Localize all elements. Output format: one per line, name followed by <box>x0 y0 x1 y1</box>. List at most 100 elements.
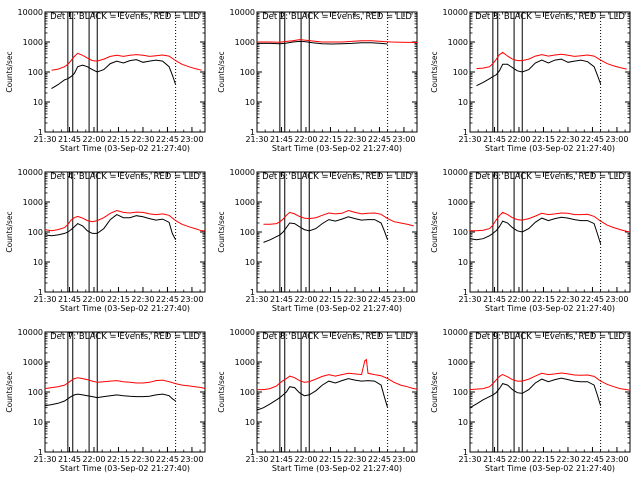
x-tick-label: 22:00 <box>294 135 317 144</box>
y-tick-label: 10 <box>458 258 468 267</box>
x-axis-label: Start Time (03-Sep-02 21:27:40) <box>485 304 615 313</box>
panel-det-8: Det 8: BLACK = Events, RED = LLD 1 10 100 10… <box>217 328 418 473</box>
series-line-lld <box>44 209 205 232</box>
plot-frame <box>44 11 206 133</box>
x-tick-label: 23:00 <box>605 135 628 144</box>
series-line-lld <box>257 39 418 43</box>
y-axis-label: Counts/sec <box>5 371 14 412</box>
x-axis-label: Start Time (03-Sep-02 21:27:40) <box>60 144 190 153</box>
x-tick-label: 21:45 <box>483 135 506 144</box>
panel-det-4: Det 4: BLACK = Events, RED = LLD 1 10 100 10… <box>5 168 206 313</box>
y-tick-label: 10 <box>33 258 43 267</box>
x-tick-label: 22:30 <box>131 295 154 304</box>
x-tick-label: 22:45 <box>581 455 604 464</box>
x-tick-label: 21:30 <box>33 135 56 144</box>
y-tick-label: 10000 <box>18 168 43 177</box>
series-line-lld <box>469 372 631 391</box>
y-axis-label: Counts/sec <box>217 371 226 412</box>
x-tick-label: 21:30 <box>458 455 481 464</box>
y-axis-label: Counts/sec <box>430 211 439 252</box>
chart-title: Det 2: BLACK = Events, RED = LLD <box>262 12 412 22</box>
y-tick-label: 1000 <box>235 198 255 207</box>
y-tick-label: 1 <box>38 128 43 137</box>
x-tick-label: 22:00 <box>507 455 530 464</box>
x-tick-label: 22:30 <box>556 295 579 304</box>
plot-frame <box>256 331 418 453</box>
x-tick-label: 21:30 <box>245 455 268 464</box>
chart-title: Det 6: BLACK = Events, RED = LLD <box>475 172 625 182</box>
series-line-events <box>256 378 389 411</box>
x-tick-label: 21:45 <box>58 135 81 144</box>
plot-frame <box>256 11 418 133</box>
chart-title: Det 5: BLACK = Events, RED = LLD <box>262 172 412 182</box>
y-tick-label: 100 <box>240 228 255 237</box>
y-tick-label: 10000 <box>443 8 468 17</box>
series-line-events <box>44 393 176 407</box>
y-tick-label: 100 <box>453 68 468 77</box>
plot-frame <box>469 11 631 133</box>
x-tick-label: 22:15 <box>107 295 130 304</box>
x-tick-label: 22:00 <box>82 455 105 464</box>
plot-frame <box>44 171 206 293</box>
series-line-events <box>257 40 388 45</box>
x-tick-label: 21:45 <box>58 455 81 464</box>
x-axis-label: Start Time (03-Sep-02 21:27:40) <box>272 144 402 153</box>
x-tick-label: 22:00 <box>507 135 530 144</box>
x-tick-label: 22:15 <box>532 455 555 464</box>
y-tick-label: 1000 <box>235 38 255 47</box>
series-line-lld <box>263 209 414 227</box>
x-axis-label: Start Time (03-Sep-02 21:27:40) <box>272 464 402 473</box>
y-tick-label: 100 <box>240 388 255 397</box>
panel-det-6: Det 6: BLACK = Events, RED = LLD 1 10 100 10… <box>430 168 631 313</box>
x-tick-label: 21:45 <box>483 295 506 304</box>
x-tick-label: 21:30 <box>458 135 481 144</box>
y-tick-label: 10000 <box>18 8 43 17</box>
y-tick-label: 100 <box>240 68 255 77</box>
y-tick-label: 1000 <box>23 38 43 47</box>
x-tick-label: 23:00 <box>392 295 415 304</box>
x-axis-label: Start Time (03-Sep-02 21:27:40) <box>272 304 402 313</box>
x-tick-label: 22:45 <box>368 135 391 144</box>
y-tick-label: 1 <box>463 128 468 137</box>
x-tick-label: 21:30 <box>245 295 268 304</box>
y-tick-label: 100 <box>453 228 468 237</box>
x-axis-label: Start Time (03-Sep-02 21:27:40) <box>60 304 190 313</box>
y-tick-label: 10 <box>33 418 43 427</box>
x-axis-label: Start Time (03-Sep-02 21:27:40) <box>485 464 615 473</box>
y-tick-label: 10 <box>33 98 43 107</box>
x-tick-label: 21:30 <box>33 455 56 464</box>
x-tick-label: 21:30 <box>33 295 56 304</box>
x-tick-label: 21:30 <box>458 295 481 304</box>
y-axis-label: Counts/sec <box>217 211 226 252</box>
chart-title: Det 9: BLACK = Events, RED = LLD <box>475 332 625 342</box>
y-axis-label: Counts/sec <box>5 51 14 92</box>
x-tick-label: 22:00 <box>294 295 317 304</box>
plot-frame <box>469 331 631 453</box>
chart-title: Det 3: BLACK = Events, RED = LLD <box>475 12 625 22</box>
y-tick-label: 10000 <box>18 328 43 337</box>
x-tick-label: 22:00 <box>294 455 317 464</box>
panel-det-2: Det 2: BLACK = Events, RED = LLD 1 10 100 10… <box>217 8 418 153</box>
series-line-events <box>469 377 602 409</box>
y-tick-label: 10000 <box>443 168 468 177</box>
x-tick-label: 22:30 <box>131 455 154 464</box>
y-tick-label: 100 <box>28 388 43 397</box>
x-tick-label: 22:15 <box>532 135 555 144</box>
x-tick-label: 22:45 <box>156 295 179 304</box>
series-line-lld <box>257 358 418 391</box>
y-tick-label: 1000 <box>448 198 468 207</box>
series-line-events <box>469 216 602 245</box>
x-tick-label: 22:45 <box>581 135 604 144</box>
series-line-events <box>476 58 602 87</box>
y-tick-label: 100 <box>28 228 43 237</box>
y-tick-label: 10 <box>458 418 468 427</box>
y-tick-label: 100 <box>453 388 468 397</box>
y-tick-label: 1 <box>463 448 468 457</box>
y-tick-label: 1000 <box>448 358 468 367</box>
y-tick-label: 10 <box>245 258 255 267</box>
series-line-events <box>51 59 177 90</box>
x-tick-label: 22:30 <box>343 455 366 464</box>
x-tick-label: 22:15 <box>319 455 342 464</box>
y-tick-label: 10000 <box>230 8 255 17</box>
